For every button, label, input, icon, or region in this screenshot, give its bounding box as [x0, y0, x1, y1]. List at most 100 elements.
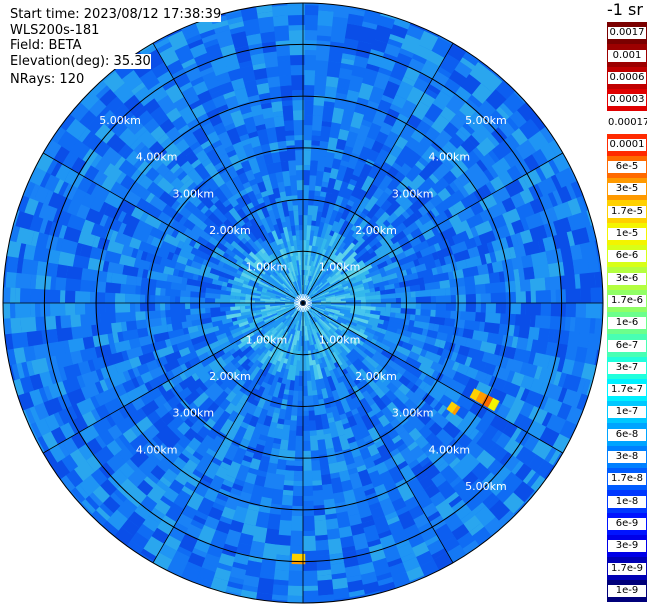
- data-cell: [67, 336, 85, 353]
- data-cell: [316, 259, 326, 274]
- data-cell: [483, 169, 495, 183]
- data-cell: [56, 325, 73, 342]
- data-cell: [102, 145, 123, 166]
- data-cell: [272, 270, 278, 277]
- data-cell: [188, 329, 205, 340]
- data-cell: [133, 156, 146, 169]
- data-cell: [183, 480, 197, 492]
- data-cell: [451, 361, 460, 373]
- data-cell: [59, 421, 76, 440]
- data-cell: [392, 171, 407, 185]
- data-cell: [477, 263, 489, 277]
- data-cell: [497, 510, 517, 529]
- data-cell: [380, 293, 396, 300]
- data-cell: [353, 329, 368, 340]
- data-cell: [167, 250, 175, 261]
- data-cell: [281, 221, 288, 228]
- data-cell: [303, 280, 306, 291]
- data-cell: [166, 414, 185, 433]
- data-cell: [250, 52, 267, 66]
- data-cell: [240, 289, 252, 295]
- data-cell: [354, 269, 370, 280]
- data-cell: [335, 306, 351, 311]
- data-cell: [211, 139, 224, 149]
- data-cell: [336, 318, 347, 326]
- data-cell: [180, 485, 194, 497]
- data-cell: [189, 99, 203, 110]
- data-cell: [359, 337, 367, 344]
- data-cell: [519, 388, 530, 404]
- data-cell: [177, 170, 188, 181]
- data-cell: [407, 325, 424, 336]
- data-cell: [277, 55, 292, 62]
- data-cell: [254, 260, 261, 267]
- data-cell: [225, 247, 237, 258]
- data-cell: [94, 434, 107, 449]
- data-cell: [367, 426, 382, 445]
- data-cell: [315, 429, 325, 441]
- data-cell: [360, 519, 375, 529]
- data-cell: [570, 180, 586, 200]
- data-cell: [445, 287, 451, 297]
- data-cell: [288, 210, 296, 226]
- data-cell: [225, 580, 244, 590]
- data-cell: [321, 351, 327, 358]
- data-cell: [312, 284, 325, 295]
- data-cell: [225, 390, 237, 403]
- data-cell: [50, 425, 67, 445]
- data-cell: [225, 268, 241, 279]
- data-cell: [550, 303, 567, 319]
- data-cell: [314, 322, 319, 328]
- data-cell: [462, 410, 482, 430]
- data-cell: [339, 397, 351, 414]
- data-cell: [374, 286, 381, 292]
- data-cell: [340, 417, 349, 425]
- data-cell: [312, 394, 320, 406]
- data-cell: [488, 272, 500, 285]
- data-cell: [331, 220, 340, 232]
- data-cell: [387, 38, 405, 49]
- data-cell: [295, 415, 303, 427]
- data-cell: [513, 244, 527, 259]
- data-cell: [247, 365, 261, 381]
- data-cell: [291, 89, 305, 96]
- data-cell: [245, 293, 261, 299]
- data-cell: [188, 401, 199, 412]
- data-cell: [337, 181, 350, 198]
- data-cell: [557, 387, 568, 405]
- data-cell: [410, 332, 427, 344]
- data-cell: [112, 487, 127, 503]
- data-cell: [107, 115, 122, 131]
- data-cell: [156, 176, 176, 195]
- data-cell: [331, 252, 343, 266]
- data-cell: [305, 355, 311, 371]
- data-cell: [347, 13, 366, 27]
- data-cell: [214, 24, 232, 34]
- data-cell: [434, 443, 447, 455]
- data-cell: [385, 266, 402, 277]
- data-cell: [16, 256, 24, 274]
- data-cell: [266, 340, 275, 350]
- data-cell: [166, 369, 175, 380]
- data-cell: [277, 207, 287, 223]
- data-cell: [152, 245, 170, 259]
- data-cell: [224, 402, 236, 415]
- data-cell: [314, 252, 323, 268]
- data-cell: [317, 282, 330, 293]
- data-cell: [289, 44, 305, 56]
- data-cell: [151, 323, 168, 335]
- data-cell: [153, 207, 163, 219]
- data-cell: [240, 65, 257, 83]
- data-cell: [338, 67, 354, 81]
- data-cell: [372, 187, 385, 200]
- data-cell: [385, 288, 396, 295]
- data-cell: [382, 363, 399, 378]
- data-cell: [248, 318, 264, 327]
- data-cell: [300, 310, 303, 321]
- data-cell: [420, 309, 431, 318]
- data-cell: [569, 317, 576, 334]
- data-cell: [183, 209, 193, 219]
- high-backscatter-features: [291, 388, 500, 565]
- data-cell: [323, 356, 333, 372]
- data-cell: [547, 192, 559, 209]
